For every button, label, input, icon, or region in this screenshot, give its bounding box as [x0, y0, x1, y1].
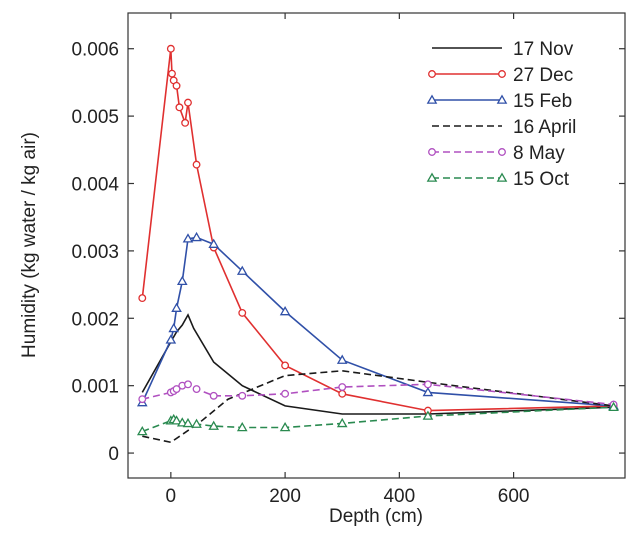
legend-marker — [498, 70, 506, 78]
legend-label: 17 Nov — [513, 39, 574, 60]
y-axis-title: Humidity (kg water / kg air) — [19, 132, 40, 358]
data-point — [236, 265, 248, 275]
series-1 — [138, 44, 618, 415]
legend-label: 15 Feb — [513, 91, 572, 112]
legend-item: 15 Oct — [426, 169, 570, 190]
y-tick-label: 0 — [108, 444, 119, 465]
legend-item: 27 Dec — [428, 65, 573, 86]
series-layer — [136, 44, 619, 444]
data-point — [279, 306, 291, 316]
legend-item: 15 Feb — [426, 91, 572, 112]
x-tick-label: 200 — [269, 486, 301, 507]
series-3 — [142, 369, 614, 444]
data-point — [236, 421, 248, 432]
data-point — [281, 389, 290, 398]
legend-item: 8 May — [428, 143, 565, 164]
data-point — [166, 44, 175, 53]
data-point — [138, 395, 147, 404]
data-point — [238, 391, 247, 400]
y-tick-label: 0.004 — [71, 175, 119, 196]
data-point — [281, 361, 290, 370]
legend-label: 27 Dec — [513, 65, 573, 86]
data-point — [176, 275, 188, 286]
data-point — [208, 420, 220, 430]
data-point — [172, 81, 181, 90]
data-point — [191, 231, 202, 242]
data-point — [182, 233, 194, 243]
legend-marker — [496, 94, 508, 104]
data-point — [182, 417, 194, 428]
series-5 — [136, 401, 619, 436]
data-point — [238, 308, 247, 317]
data-point — [192, 160, 201, 169]
series-2 — [136, 231, 619, 410]
data-point — [192, 385, 201, 393]
data-point — [165, 334, 177, 344]
x-tick-label: 600 — [498, 486, 530, 507]
data-point — [423, 380, 432, 389]
data-point — [422, 410, 434, 420]
data-point — [191, 418, 202, 428]
y-tick-label: 0.002 — [71, 309, 119, 330]
data-point — [175, 103, 184, 112]
x-tick-label: 400 — [383, 486, 415, 507]
data-point — [338, 389, 347, 398]
data-point — [171, 302, 182, 312]
plot-frame — [127, 12, 626, 479]
tick-layer: 0 200 400 600 0 0.001 0.002 0.003 0.004 0.005 0.00… — [71, 13, 625, 507]
legend-item: 17 Nov — [432, 39, 574, 60]
series-line — [142, 369, 614, 444]
data-point — [181, 118, 190, 127]
series-line — [141, 236, 614, 407]
data-point — [176, 417, 188, 427]
data-point — [172, 385, 181, 393]
data-point — [168, 322, 180, 333]
legend-marker — [428, 70, 436, 78]
data-point — [208, 238, 220, 248]
data-point — [336, 354, 348, 364]
x-axis-title: Depth (cm) — [329, 506, 423, 527]
x-tick-label: 0 — [166, 486, 177, 507]
data-point — [336, 417, 348, 428]
data-point — [608, 401, 619, 412]
y-tick-label: 0.001 — [71, 377, 119, 398]
series-0 — [141, 313, 614, 415]
y-tick-label: 0.005 — [71, 107, 119, 128]
data-point — [171, 415, 182, 425]
data-point — [338, 383, 347, 391]
data-point — [168, 69, 176, 78]
legend-label: 15 Oct — [513, 169, 570, 190]
legend: 17 Nov 27 Dec 15 Feb 16 April 8 May 15 Oct — [426, 39, 576, 190]
data-point — [184, 380, 192, 389]
data-point — [138, 294, 147, 303]
data-point — [422, 386, 434, 397]
series-4 — [138, 380, 618, 409]
data-point — [184, 98, 192, 107]
legend-label: 16 April — [513, 117, 576, 138]
legend-label: 8 May — [513, 143, 565, 164]
legend-marker — [498, 148, 506, 156]
legend-marker — [428, 148, 436, 156]
data-point — [279, 421, 291, 432]
data-point — [209, 391, 218, 400]
y-tick-label: 0.006 — [71, 40, 119, 61]
legend-marker — [426, 94, 438, 104]
legend-item: 16 April — [432, 117, 576, 138]
legend-marker — [496, 172, 508, 182]
y-tick-label: 0.003 — [71, 242, 119, 263]
series-line — [141, 313, 614, 415]
data-point — [136, 425, 148, 436]
legend-marker — [426, 172, 438, 182]
